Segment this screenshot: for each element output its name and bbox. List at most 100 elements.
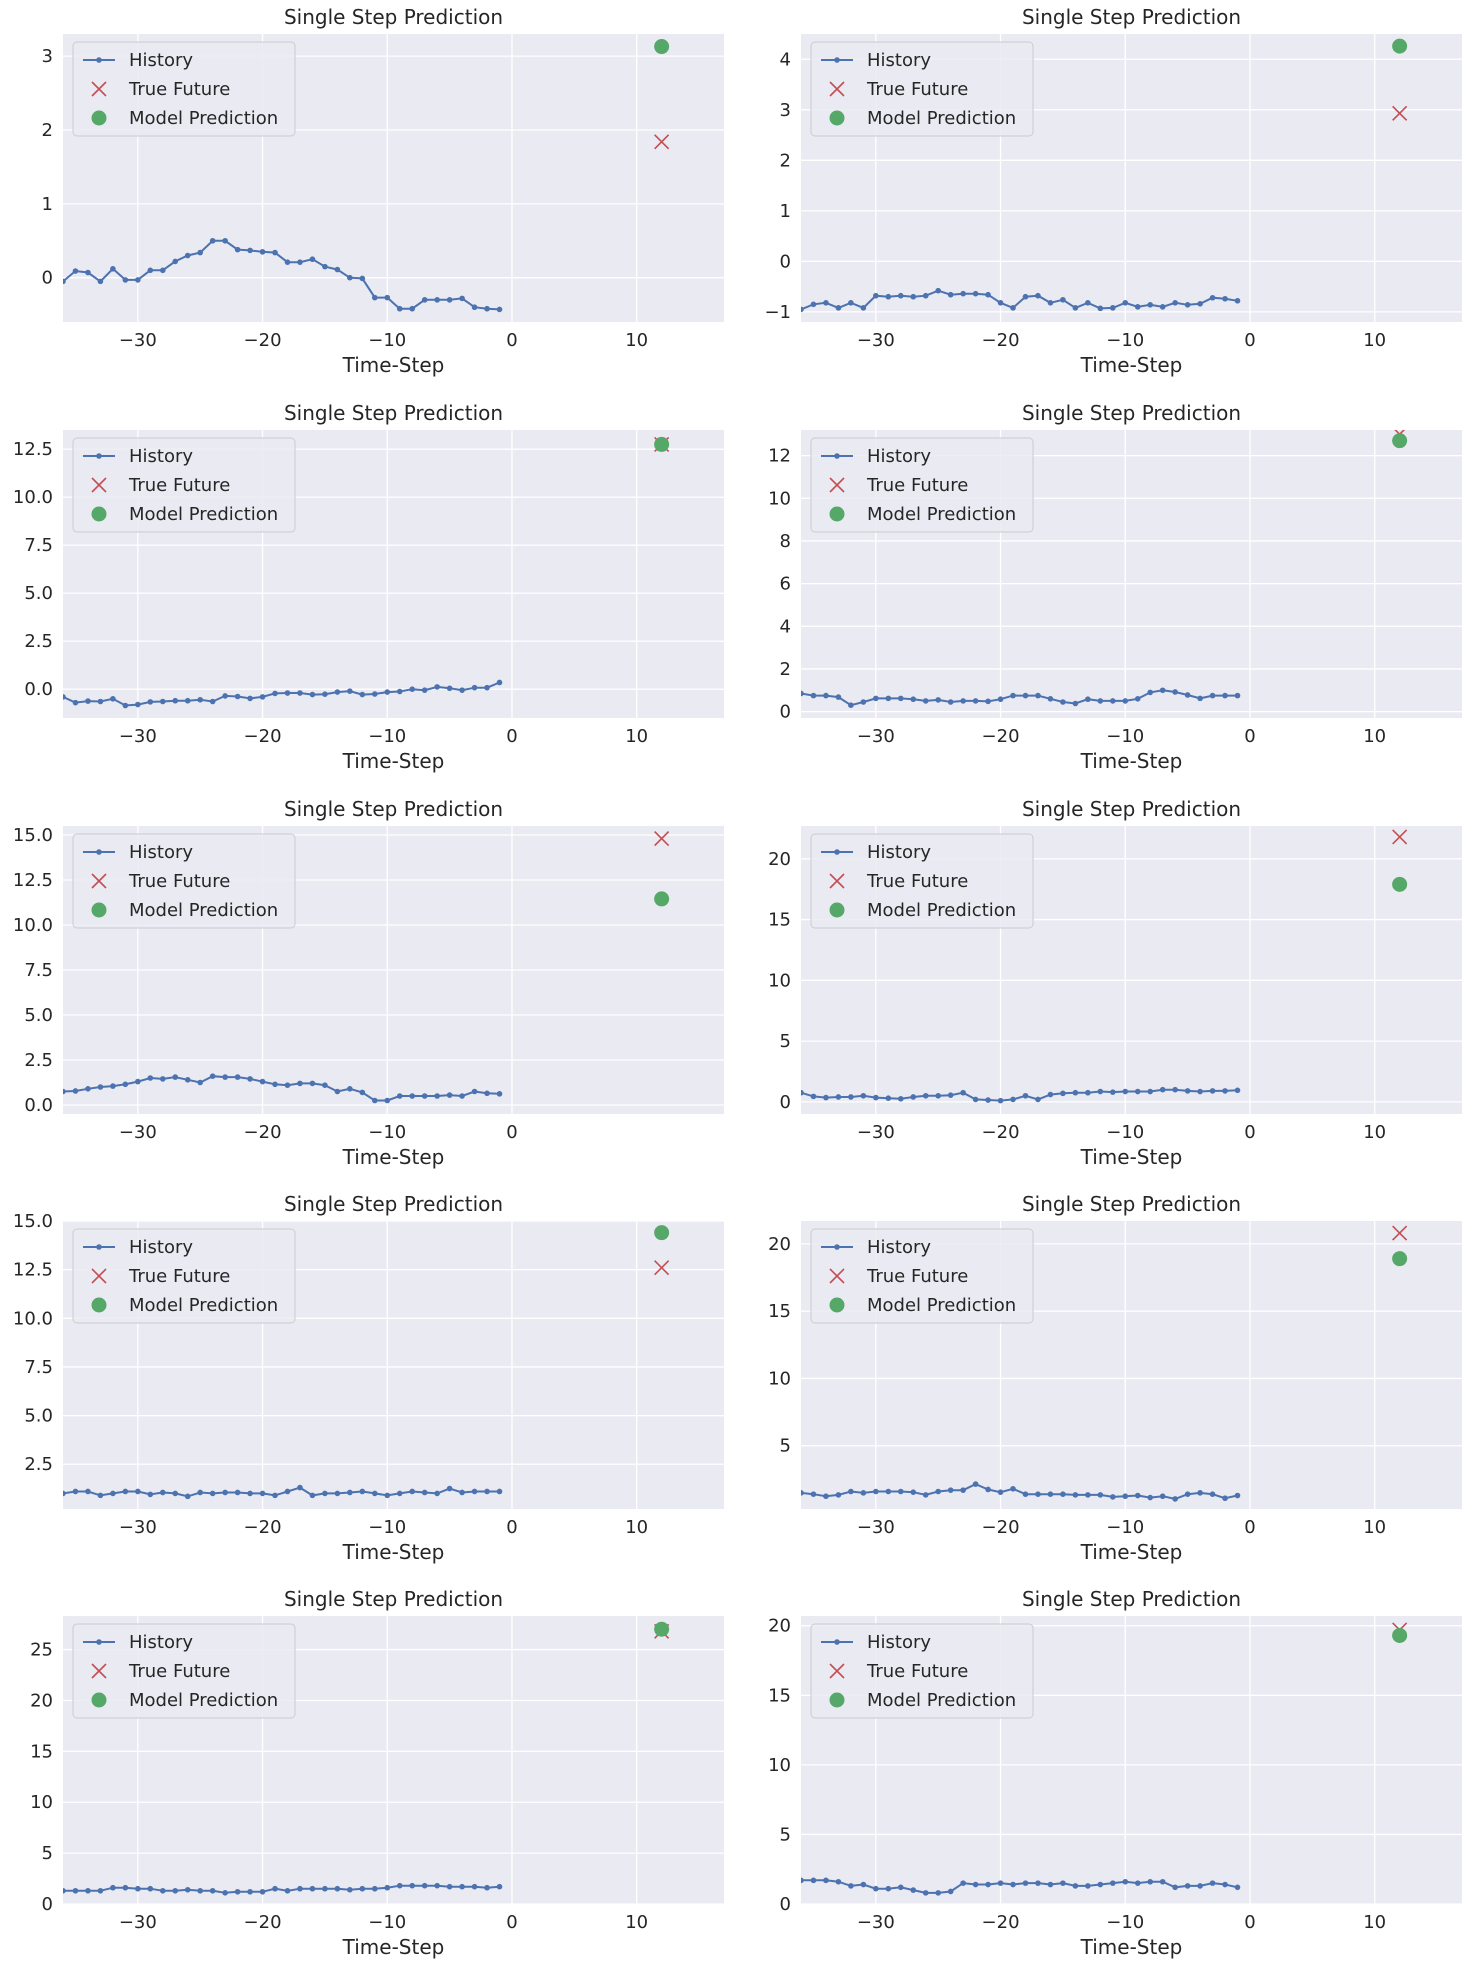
- history-point: [159, 698, 166, 705]
- history-point: [284, 1488, 291, 1495]
- history-point: [848, 300, 854, 306]
- history-point: [471, 1488, 478, 1495]
- y-tick-label: 2.5: [24, 631, 53, 652]
- history-point: [359, 1089, 366, 1096]
- legend-box: [810, 1228, 1034, 1324]
- history-point: [1022, 293, 1029, 300]
- plot-area: [63, 436, 670, 709]
- legend-prediction-swatch: [91, 506, 107, 522]
- history-point: [885, 1095, 892, 1102]
- history-point: [284, 259, 291, 265]
- history-point: [409, 1488, 416, 1495]
- history-point: [496, 1883, 503, 1890]
- legend-box: [72, 1623, 296, 1719]
- plot-area: [63, 39, 670, 313]
- history-point: [1159, 1493, 1166, 1500]
- legend-entry: History: [129, 50, 193, 71]
- history-point: [1109, 1089, 1116, 1095]
- history-point: [359, 691, 366, 698]
- history-point: [159, 1887, 166, 1894]
- history-point: [409, 1882, 416, 1889]
- history-point: [1072, 1089, 1079, 1096]
- subplot-6: −30 −20 −10 0 10 0 5 10 15 20 Single Step Predicti…: [768, 797, 1462, 1169]
- history-point: [1097, 305, 1104, 312]
- history-point: [997, 1880, 1004, 1886]
- history-point: [960, 698, 966, 704]
- history-point: [823, 1877, 829, 1884]
- y-tick-label: 15: [768, 1685, 791, 1706]
- history-point: [810, 1093, 817, 1100]
- x-tick-label: −20: [982, 1517, 1020, 1538]
- history-point: [1159, 1086, 1166, 1093]
- history-point: [371, 1885, 378, 1892]
- history-point: [97, 1887, 104, 1894]
- legend: History True Future Model Prediction: [810, 41, 1034, 137]
- y-tick-label: 15.0: [13, 825, 53, 846]
- history-point: [972, 698, 979, 704]
- history-point: [1222, 1088, 1228, 1094]
- plot-area: [63, 1621, 670, 1896]
- history-point: [1197, 695, 1203, 702]
- legend-entry: History: [129, 446, 193, 467]
- history-point: [947, 1888, 954, 1895]
- model-prediction-marker: [1392, 433, 1408, 449]
- model-prediction-marker: [1392, 1627, 1408, 1643]
- history-point: [810, 301, 817, 308]
- history-point: [860, 1490, 867, 1496]
- history-point: [172, 258, 179, 265]
- history-point: [835, 305, 842, 311]
- model-prediction-marker: [654, 39, 670, 55]
- history-point: [997, 300, 1004, 306]
- x-tick-label: 0: [1244, 330, 1255, 351]
- history-point: [496, 679, 503, 686]
- legend: History True Future Model Prediction: [72, 437, 296, 533]
- history-point: [322, 1082, 328, 1088]
- history-point: [396, 305, 403, 312]
- legend-prediction-swatch: [829, 506, 845, 522]
- legend-entry: True Future: [128, 871, 230, 892]
- legend-entry: History: [867, 1632, 931, 1653]
- plot-area: [63, 1225, 670, 1500]
- history-point: [985, 1881, 991, 1888]
- history-point: [1222, 295, 1228, 302]
- history-point: [409, 1093, 416, 1099]
- history-point: [1184, 692, 1191, 698]
- history-point: [1097, 1881, 1104, 1888]
- history-point: [873, 695, 879, 702]
- history-point: [1097, 1492, 1104, 1498]
- legend-box: [810, 41, 1034, 137]
- history-point: [347, 1086, 353, 1092]
- history-point: [848, 1883, 854, 1889]
- model-prediction-marker: [654, 1225, 670, 1241]
- history-point: [371, 294, 378, 301]
- history-point: [85, 1086, 91, 1092]
- history-point: [259, 1078, 266, 1085]
- y-tick-label: 1: [42, 194, 53, 215]
- legend-entry: True Future: [128, 475, 230, 496]
- subplot-7: −30 −20 −10 0 10 2.5 5.0 7.5 10.0 12.5 15.0 Single …: [13, 1192, 724, 1564]
- legend-entry: True Future: [128, 1661, 230, 1682]
- history-point: [985, 698, 991, 705]
- history-point: [1010, 1881, 1016, 1888]
- model-prediction-marker: [654, 891, 670, 907]
- history-point: [459, 295, 465, 302]
- history-point: [110, 1490, 116, 1497]
- legend-entry: True Future: [866, 1266, 968, 1287]
- y-tick-label: 5.0: [24, 583, 53, 604]
- history-point: [309, 1885, 316, 1892]
- history-point: [1060, 699, 1066, 705]
- legend-prediction-swatch: [829, 110, 845, 126]
- x-tick-label: −20: [244, 1912, 282, 1933]
- y-tick-label: 25: [30, 1640, 53, 1661]
- history-point: [347, 688, 353, 694]
- history-point: [147, 1885, 154, 1892]
- history-point: [63, 278, 66, 285]
- history-point: [1234, 1087, 1241, 1094]
- history-point: [421, 297, 428, 303]
- history-point: [810, 1877, 817, 1884]
- x-tick-label: −10: [368, 330, 406, 351]
- x-tick-label: 10: [625, 330, 648, 351]
- history-point: [810, 1491, 817, 1497]
- history-point: [1184, 1883, 1191, 1889]
